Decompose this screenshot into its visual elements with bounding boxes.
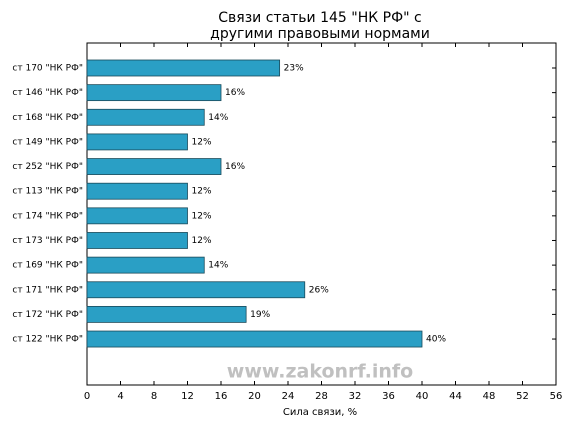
x-tick-label: 48	[483, 391, 496, 402]
bar	[86, 108, 205, 126]
x-tick-label: 16	[215, 391, 228, 402]
x-tick-label: 36	[382, 391, 395, 402]
y-tick-label: ст 168 "НК РФ"	[12, 113, 83, 123]
y-tick-label: ст 172 "НК РФ"	[12, 310, 83, 320]
value-label: 16%	[225, 162, 245, 172]
bar	[86, 281, 306, 299]
x-tick-label: 44	[449, 391, 462, 402]
x-axis-label: Сила связи, %	[283, 407, 357, 418]
value-label: 23%	[284, 64, 304, 74]
chart-title: другими правовыми нормами	[210, 26, 430, 42]
watermark: www.zakonrf.info	[227, 361, 413, 383]
value-label: 14%	[208, 113, 228, 123]
value-label: 12%	[192, 137, 212, 147]
y-tick-label: ст 170 "НК РФ"	[12, 64, 83, 74]
bar	[86, 182, 188, 200]
value-label: 12%	[192, 211, 212, 221]
bar	[86, 232, 188, 249]
x-tick-label: 28	[315, 391, 328, 402]
y-tick-label: ст 149 "НК РФ"	[12, 137, 83, 147]
y-tick-label: ст 169 "НК РФ"	[12, 261, 83, 271]
y-tick-label: ст 146 "НК РФ"	[12, 88, 83, 98]
x-tick-label: 32	[349, 391, 362, 402]
x-tick-label: 24	[282, 391, 295, 402]
x-tick-label: 8	[151, 391, 157, 402]
x-tick-label: 4	[117, 391, 123, 402]
y-tick-label: ст 252 "НК РФ"	[12, 162, 83, 172]
y-tick-label: ст 174 "НК РФ"	[12, 211, 83, 221]
y-tick-label: ст 171 "НК РФ"	[12, 285, 83, 295]
value-label: 26%	[309, 285, 329, 295]
value-label: 12%	[192, 187, 212, 197]
x-tick-label: 12	[181, 391, 194, 402]
bar	[86, 158, 222, 175]
x-tick-label: 52	[516, 391, 529, 402]
value-label: 12%	[192, 236, 212, 246]
value-label: 40%	[426, 335, 446, 345]
x-tick-label: 0	[84, 391, 90, 402]
x-tick-label: 56	[550, 391, 563, 402]
chart-title: Связи статьи 145 "НК РФ" с	[218, 10, 421, 26]
bar	[86, 256, 205, 274]
y-tick-label: ст 113 "НК РФ"	[12, 187, 83, 197]
y-tick-label: ст 173 "НК РФ"	[12, 236, 83, 246]
bar	[86, 305, 247, 323]
x-tick-label: 20	[248, 391, 261, 402]
y-tick-label: ст 122 "НК РФ"	[12, 335, 83, 345]
bar	[86, 84, 222, 102]
value-label: 16%	[225, 88, 245, 98]
value-label: 19%	[250, 310, 270, 320]
value-label: 14%	[208, 261, 228, 271]
bar	[86, 59, 281, 77]
bar	[86, 207, 188, 225]
bar	[86, 330, 423, 348]
x-tick-label: 40	[416, 391, 429, 402]
bar	[86, 133, 188, 151]
